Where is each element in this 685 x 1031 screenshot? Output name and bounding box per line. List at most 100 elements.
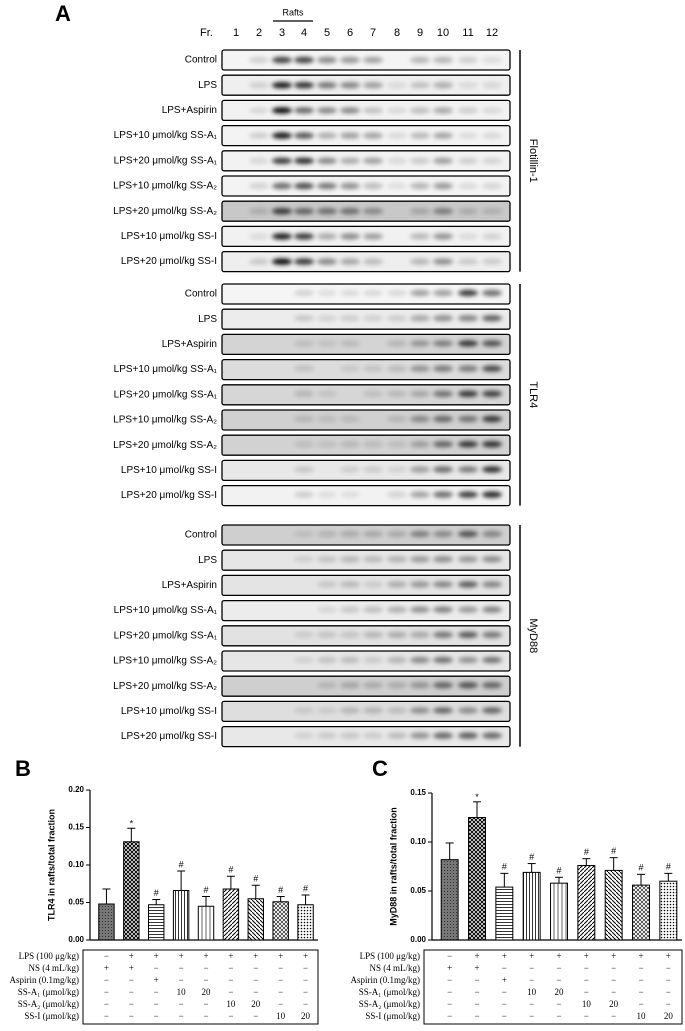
bar <box>222 888 240 941</box>
blot-band <box>272 56 292 64</box>
annotation: # <box>179 859 184 869</box>
blot-band <box>410 182 430 190</box>
row-label: LPS+10 μmol/kg SS-I <box>121 231 217 242</box>
blot-band <box>317 682 337 689</box>
table-cell: + <box>666 951 671 961</box>
table-cell: + <box>129 963 134 973</box>
table-cell: − <box>556 963 561 973</box>
blot-band <box>410 208 430 215</box>
blot-band <box>363 56 383 64</box>
blot-band <box>363 208 383 215</box>
table-cell: − <box>447 999 452 1009</box>
blot-band <box>317 656 337 664</box>
annotation: * <box>130 819 134 829</box>
blot-band <box>249 56 269 64</box>
blot-band <box>317 82 337 89</box>
bar <box>123 841 140 941</box>
table-cell: − <box>638 963 643 973</box>
row-label: LPS <box>198 80 217 91</box>
table-row-label: SS-I (μmol/kg) <box>365 1011 420 1021</box>
blot-band <box>340 365 360 372</box>
blot-band <box>433 466 453 473</box>
table-row-label: NS (4 mL/kg) <box>29 963 80 973</box>
annotation: # <box>278 885 283 895</box>
blot-band <box>458 289 478 297</box>
y-axis-label: TLR4 in rafts/total fraction <box>46 809 56 921</box>
row-label: LPS+10 μmol/kg SS-A₁ <box>114 130 218 141</box>
table-cell: 20 <box>301 1011 311 1021</box>
blot-band <box>433 581 453 588</box>
bar <box>247 898 264 941</box>
blot-band <box>482 530 502 538</box>
blot-band <box>458 132 478 139</box>
table-cell: 20 <box>555 987 565 997</box>
blot-band <box>340 732 360 739</box>
blot-band <box>482 556 502 563</box>
table-cell: + <box>104 963 109 973</box>
table-cell: − <box>529 1011 534 1021</box>
blot-band <box>317 208 337 215</box>
table-cell: − <box>228 963 233 973</box>
blot-band <box>294 289 314 297</box>
blot-band <box>340 157 360 164</box>
table-cell: + <box>474 963 479 973</box>
table-cell: − <box>666 963 671 973</box>
row-label: LPS+10 μmol/kg SS-A₁ <box>114 605 218 616</box>
blot-band <box>294 157 314 164</box>
blot-band <box>294 732 314 739</box>
row-label: LPS+Aspirin <box>162 580 217 591</box>
blot-band <box>458 530 478 538</box>
blot-band <box>410 530 430 538</box>
blot-band <box>387 682 407 689</box>
y-tick-label: 0.00 <box>410 935 426 944</box>
y-tick-label: 0.00 <box>68 935 84 944</box>
blot-band <box>433 415 453 423</box>
table-row-label: SS-A₁ (μmol/kg) <box>18 987 79 997</box>
table-cell: − <box>556 1011 561 1021</box>
blot-band <box>294 182 314 190</box>
blot-band <box>294 258 314 265</box>
blot-band <box>482 289 502 297</box>
row-label: LPS+20 μmol/kg SS-A₂ <box>113 440 217 451</box>
blot-band <box>272 132 292 139</box>
blot-band <box>317 415 337 423</box>
blot-band <box>482 491 502 498</box>
table-row-label: SS-I (μmol/kg) <box>24 1011 79 1021</box>
blot-band <box>294 415 314 423</box>
y-tick-label: 0.05 <box>410 886 426 895</box>
table-cell: − <box>278 975 283 985</box>
table-cell: − <box>584 963 589 973</box>
blot-band <box>363 732 383 739</box>
blot-band <box>410 340 430 347</box>
blot-band <box>387 606 407 613</box>
table-cell: − <box>502 1011 507 1021</box>
blot-band <box>317 491 337 498</box>
table-cell: + <box>474 951 479 961</box>
blot-band <box>317 315 337 322</box>
panel-label: A <box>55 1 71 26</box>
blot-band <box>317 631 337 638</box>
blot-band <box>433 707 453 714</box>
table-cell: − <box>447 951 452 961</box>
annotation: # <box>529 852 534 862</box>
blot-band <box>433 606 453 613</box>
blot-band <box>363 258 383 265</box>
table-cell: − <box>502 987 507 997</box>
fraction-number: 10 <box>437 27 449 39</box>
blot-band <box>387 365 407 372</box>
blot-band <box>433 556 453 563</box>
y-tick-label: 0.15 <box>410 788 426 797</box>
blot-band <box>363 556 383 563</box>
fraction-number: 7 <box>370 27 376 39</box>
table-cell: − <box>179 963 184 973</box>
table-cell: − <box>154 987 159 997</box>
blot-band <box>458 208 478 215</box>
panel-label: C <box>372 756 388 781</box>
blot-band <box>482 707 502 714</box>
blot-band <box>387 491 407 498</box>
blot-band <box>340 682 360 689</box>
blot-band <box>340 707 360 714</box>
annotation: # <box>611 846 616 856</box>
table-cell: + <box>154 951 159 961</box>
blot-band <box>363 315 383 322</box>
